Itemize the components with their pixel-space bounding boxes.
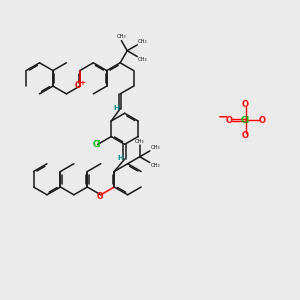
Text: O: O xyxy=(242,100,249,109)
Text: CH₃: CH₃ xyxy=(138,57,148,62)
Text: H: H xyxy=(113,105,119,111)
Text: CH₃: CH₃ xyxy=(117,34,126,39)
Text: Cl: Cl xyxy=(241,116,250,124)
Text: CH₃: CH₃ xyxy=(151,145,160,150)
Text: −: − xyxy=(218,111,228,124)
Text: +: + xyxy=(79,80,85,86)
Text: CH₃: CH₃ xyxy=(135,139,145,144)
Text: CH₃: CH₃ xyxy=(151,164,160,169)
Text: O: O xyxy=(242,131,249,140)
Text: O: O xyxy=(258,116,265,124)
Text: O: O xyxy=(97,192,103,201)
Text: Cl: Cl xyxy=(92,140,100,149)
Text: O: O xyxy=(74,81,81,90)
Text: CH₃: CH₃ xyxy=(138,39,148,44)
Text: H: H xyxy=(118,155,123,161)
Text: O: O xyxy=(226,116,233,124)
